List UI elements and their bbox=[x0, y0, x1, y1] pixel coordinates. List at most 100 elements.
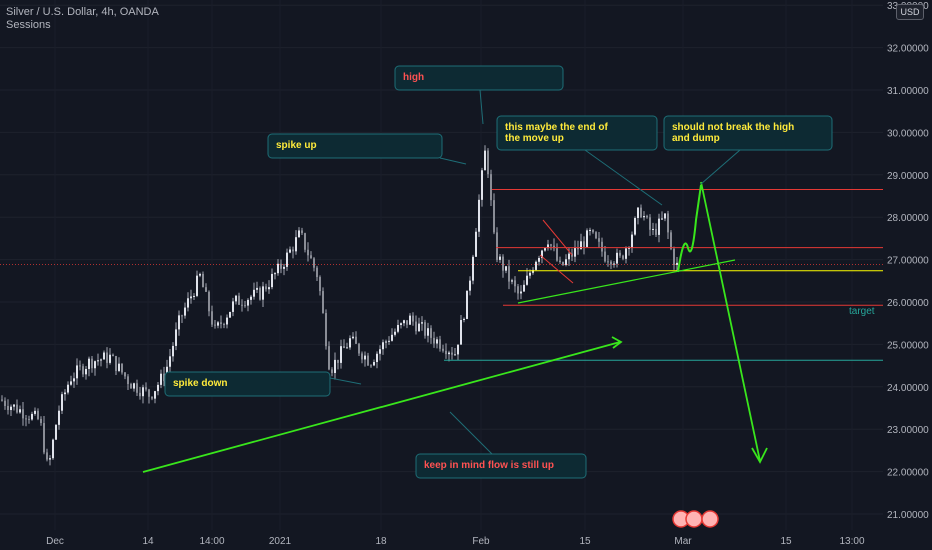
event-icon[interactable] bbox=[685, 510, 703, 528]
callout-pointer bbox=[700, 149, 741, 185]
chart-legend: Silver / U.S. Dollar, 4h, OANDA Sessions bbox=[6, 6, 159, 32]
price-tick-label: 26.00000 bbox=[887, 298, 929, 309]
time-tick-label: 13:00 bbox=[839, 536, 864, 547]
price-tick-label: 31.00000 bbox=[887, 86, 929, 97]
candle-body bbox=[49, 458, 51, 460]
candle-body bbox=[544, 248, 546, 251]
candle-body bbox=[172, 345, 174, 357]
candle-body bbox=[574, 247, 576, 257]
candle-body bbox=[106, 352, 108, 363]
candle-body bbox=[223, 324, 225, 326]
candle-body bbox=[331, 369, 333, 373]
candle-body bbox=[670, 232, 672, 249]
candle-body bbox=[499, 256, 501, 260]
candle-body bbox=[136, 383, 138, 393]
projected-path bbox=[677, 184, 702, 273]
time-tick-label: 15 bbox=[780, 536, 792, 547]
price-tick-label: 22.00000 bbox=[887, 468, 929, 479]
candle-body bbox=[208, 291, 210, 312]
time-tick-label: Mar bbox=[674, 536, 692, 547]
long-term-uptrend-line[interactable] bbox=[142, 341, 621, 473]
candle-body bbox=[340, 346, 342, 363]
callout-spike-up[interactable]: spike up bbox=[267, 133, 467, 165]
candle-body bbox=[112, 354, 114, 357]
candle-body bbox=[394, 331, 396, 335]
candle-body bbox=[409, 315, 411, 325]
callout-text: high bbox=[403, 72, 424, 83]
candle-body bbox=[40, 418, 42, 424]
price-tick-label: 32.00000 bbox=[887, 44, 929, 55]
candle-body bbox=[463, 318, 465, 321]
candle-body bbox=[34, 410, 36, 414]
candle-body bbox=[508, 266, 510, 282]
candle-body bbox=[280, 263, 282, 269]
callout-text: this maybe the end of bbox=[505, 122, 608, 133]
candle-body bbox=[13, 404, 15, 407]
candle-body bbox=[586, 230, 588, 247]
callout-high[interactable]: high bbox=[394, 65, 564, 125]
callout-flow-up[interactable]: keep in mind flow is still up bbox=[415, 411, 587, 479]
candle-body bbox=[175, 329, 177, 346]
candle-body bbox=[442, 348, 444, 351]
candle-body bbox=[400, 323, 402, 325]
price-tick-label: 21.00000 bbox=[887, 510, 929, 521]
candle-body bbox=[343, 346, 345, 349]
time-tick-label: 18 bbox=[375, 536, 387, 547]
forecast-down-line[interactable] bbox=[700, 181, 761, 462]
candle-body bbox=[100, 359, 102, 361]
candle-body bbox=[160, 373, 162, 385]
candle-body bbox=[31, 413, 33, 420]
candle-body bbox=[328, 346, 330, 370]
candle-body bbox=[664, 213, 666, 219]
candle-body bbox=[157, 384, 159, 392]
price-tick-label: 24.00000 bbox=[887, 383, 929, 394]
price-tick-label: 23.00000 bbox=[887, 425, 929, 436]
candle-body bbox=[73, 378, 75, 382]
candle-body bbox=[322, 291, 324, 314]
callout-box bbox=[164, 371, 331, 397]
candle-body bbox=[193, 295, 195, 297]
candle-body bbox=[85, 368, 87, 375]
candle-body bbox=[151, 396, 153, 399]
callout-pointer bbox=[479, 89, 484, 125]
callout-spike-down[interactable]: spike down bbox=[164, 371, 362, 397]
candle-body bbox=[487, 150, 489, 175]
symbol-title[interactable]: Silver / U.S. Dollar, 4h, OANDA bbox=[6, 6, 159, 18]
candle-body bbox=[562, 261, 564, 265]
event-markers[interactable] bbox=[672, 510, 719, 528]
candle-body bbox=[202, 273, 204, 288]
candle-body bbox=[241, 304, 243, 306]
candle-body bbox=[319, 277, 321, 292]
candle-body bbox=[475, 231, 477, 257]
triangle-line-upper bbox=[542, 219, 573, 256]
candle-body bbox=[217, 322, 219, 326]
candle-body bbox=[496, 232, 498, 260]
candle-body bbox=[37, 410, 39, 419]
candle-body bbox=[298, 230, 300, 238]
indicator-label[interactable]: Sessions bbox=[6, 19, 51, 31]
candle-body bbox=[514, 280, 516, 287]
candle-body bbox=[421, 322, 423, 324]
candle-body bbox=[637, 207, 639, 219]
event-icon[interactable] bbox=[701, 510, 719, 528]
currency-button[interactable]: USD bbox=[896, 4, 924, 20]
candle-body bbox=[550, 244, 552, 246]
candle-body bbox=[313, 258, 315, 268]
callout-text: spike down bbox=[173, 378, 227, 389]
candle-body bbox=[46, 452, 48, 460]
candle-body bbox=[139, 392, 141, 397]
candle-body bbox=[652, 228, 654, 230]
candle-body bbox=[295, 237, 297, 252]
candle-body bbox=[358, 343, 360, 354]
candle-body bbox=[649, 217, 651, 230]
candle-body bbox=[307, 249, 309, 256]
short-term-uptrend-line[interactable] bbox=[517, 259, 736, 304]
candle-body bbox=[19, 409, 21, 413]
candle-body bbox=[553, 245, 555, 249]
candle-body bbox=[568, 253, 570, 260]
candle-body bbox=[103, 352, 105, 360]
candle-body bbox=[346, 347, 348, 349]
